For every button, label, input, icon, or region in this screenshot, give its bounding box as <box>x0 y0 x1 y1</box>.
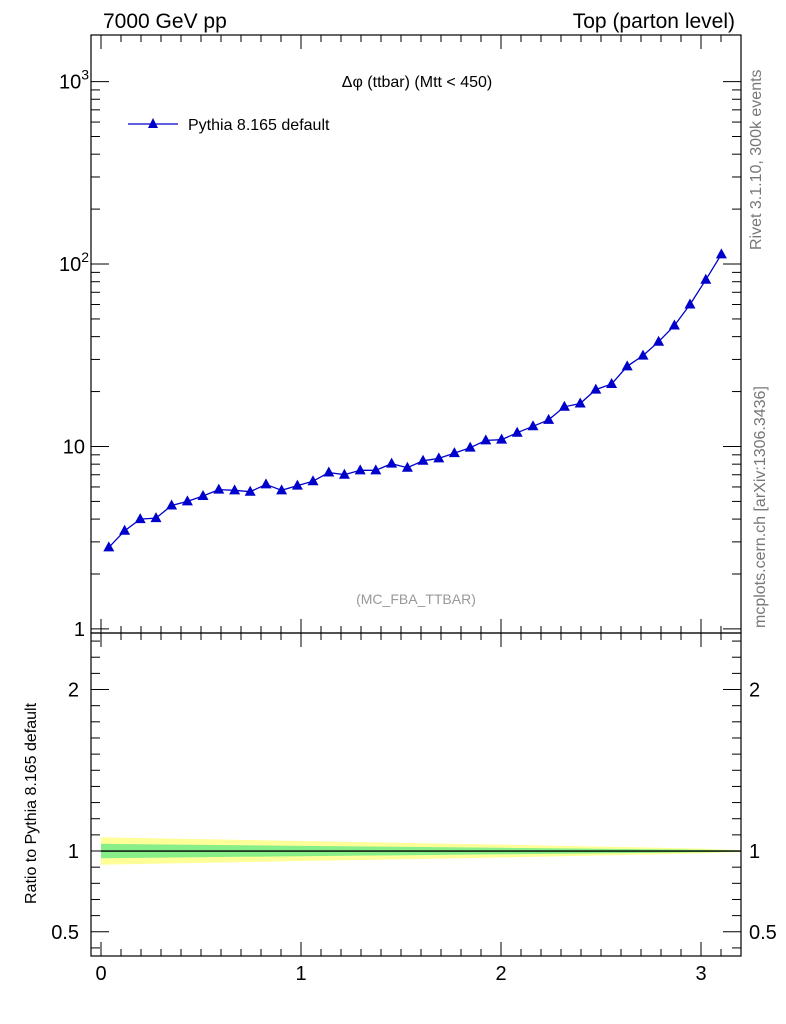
data-point <box>574 397 586 408</box>
ratio-y-tick-label-left: 0.5 <box>51 922 79 944</box>
data-point <box>543 413 555 424</box>
main-axis-ticks <box>91 35 742 633</box>
x-tick-label: 2 <box>495 963 506 985</box>
data-point <box>386 457 398 468</box>
legend: Pythia 8.165 default <box>128 117 330 134</box>
ratio-y-tick-label-left: 2 <box>68 680 79 702</box>
data-point <box>307 475 319 486</box>
data-point <box>197 490 209 501</box>
data-point <box>119 524 131 535</box>
data-point <box>229 484 241 495</box>
data-point <box>417 454 429 465</box>
x-tick-label: 0 <box>95 963 106 985</box>
data-point <box>590 383 602 394</box>
plot-title: Δφ (ttbar) (Mtt < 450) <box>342 74 492 91</box>
data-point <box>700 273 712 284</box>
data-point <box>684 298 696 309</box>
ratio-panel: 0.5 0.5 1 1 2 2 Ratio to Pythia 8.165 default <box>23 632 777 957</box>
main-y-tick-labels: 1 10 102 103 <box>59 67 89 641</box>
data-point <box>653 335 665 346</box>
x-tick-label: 3 <box>695 963 706 985</box>
ratio-axis-ticks <box>91 633 742 956</box>
data-point <box>370 464 382 475</box>
y-tick-label: 10 <box>63 436 85 458</box>
series-line <box>108 253 722 548</box>
ratio-frame <box>90 632 742 957</box>
data-point <box>260 478 272 489</box>
data-point <box>668 319 680 330</box>
data-point <box>323 466 335 477</box>
data-point <box>291 479 303 490</box>
data-point <box>354 464 366 475</box>
y-tick-label: 103 <box>59 67 89 94</box>
data-point <box>496 433 508 444</box>
data-point <box>433 452 445 463</box>
energy-label: 7000 GeV pp <box>103 10 227 33</box>
ratio-y-tick-labels: 0.5 0.5 1 1 2 2 <box>51 680 777 944</box>
main-panel: 1 10 102 103 Δφ (ttbar) (Mtt < 450) Pythia … <box>59 34 742 641</box>
legend-marker <box>148 118 158 128</box>
data-point <box>150 512 162 523</box>
data-point <box>338 468 350 479</box>
process-label: Top (parton level) <box>573 10 735 33</box>
mcplots-label: mcplots.cern.ch [arXiv:1306.3436] <box>752 386 769 628</box>
data-point <box>621 360 633 371</box>
data-point <box>606 378 618 389</box>
data-point <box>448 447 460 458</box>
data-point <box>558 400 570 411</box>
ratio-y-tick-label-right: 1 <box>749 841 760 863</box>
series-markers <box>103 248 727 552</box>
data-point <box>637 349 649 360</box>
x-tick-label: 1 <box>295 963 306 985</box>
analysis-label: (MC_FBA_TTBAR) <box>356 591 476 607</box>
ratio-y-tick-label-left: 1 <box>68 841 79 863</box>
data-point <box>103 541 115 552</box>
data-point <box>715 248 727 259</box>
data-point <box>276 484 288 495</box>
data-point <box>511 426 523 437</box>
rivet-label: Rivet 3.1.10, 300k events <box>748 69 765 250</box>
y-tick-label: 1 <box>74 619 85 641</box>
data-point <box>181 495 193 506</box>
legend-label: Pythia 8.165 default <box>188 117 330 134</box>
data-point <box>527 420 539 431</box>
data-point <box>134 513 146 524</box>
ratio-y-axis-label: Ratio to Pythia 8.165 default <box>23 702 40 904</box>
ratio-y-tick-label-right: 2 <box>749 680 760 702</box>
data-point <box>464 441 476 452</box>
y-tick-label: 102 <box>59 249 89 276</box>
x-tick-labels: 0 1 2 3 <box>95 963 706 985</box>
data-point <box>244 485 256 496</box>
data-point <box>166 499 178 510</box>
data-point <box>480 434 492 445</box>
data-point <box>213 483 225 494</box>
ratio-y-tick-label-right: 0.5 <box>749 922 777 944</box>
data-point <box>401 461 413 472</box>
